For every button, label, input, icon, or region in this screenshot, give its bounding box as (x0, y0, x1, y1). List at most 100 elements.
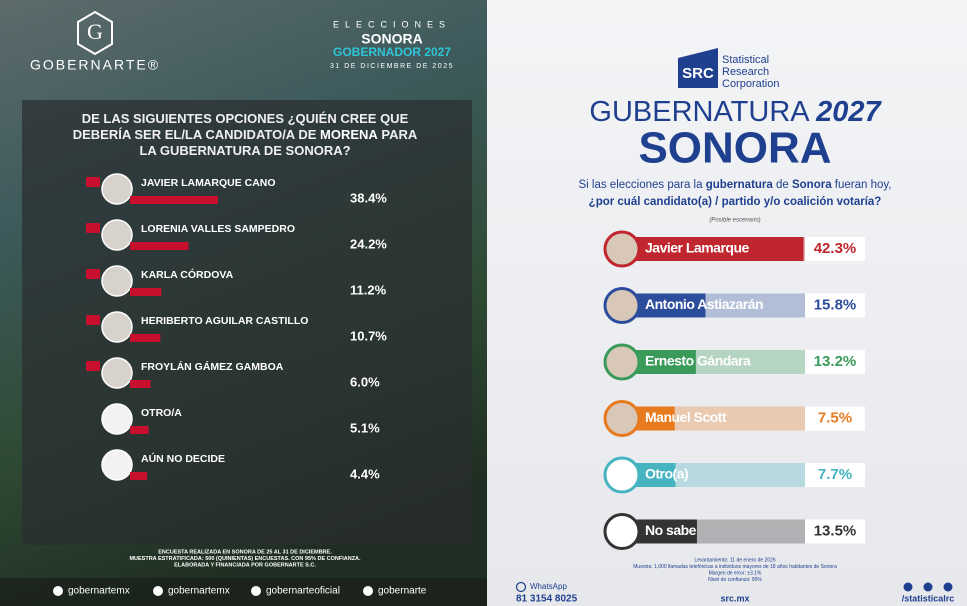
value-box (805, 519, 865, 544)
social-icon (923, 582, 933, 592)
footnote: Margen de error: ±3.1% (709, 570, 762, 576)
party-badge (86, 269, 100, 279)
brand-name: Research (722, 66, 769, 78)
question-part: de (773, 179, 792, 191)
question-part: gubernatura (706, 179, 774, 191)
bar (622, 237, 804, 261)
question: ¿por cuál candidato(a) / partido y/o coa… (589, 196, 882, 208)
bar (130, 196, 218, 204)
footnote: Nivel de confianza: 95% (708, 577, 762, 583)
election: GOBERNADOR 2027 (333, 45, 451, 59)
category-label: HERIBERTO AGUILAR CASTILLO (141, 315, 308, 327)
candidate-photo (101, 357, 133, 389)
chart-title: DE LAS SIGUIENTES OPCIONES ¿QUIÉN CREE Q… (82, 111, 409, 126)
footnote: ELABORADA Y FINANCIADA POR GOBERNARTE S.… (174, 562, 316, 568)
category-label: Ernesto Gándara (645, 353, 751, 369)
value-label: 5.1% (350, 420, 380, 435)
value-box (805, 350, 865, 374)
candidate-photo (101, 403, 133, 435)
chart-title: LA GUBERNATURA DE SONORA? (139, 143, 350, 158)
candidate-photo (101, 311, 133, 343)
brand-name: Statistical (722, 54, 769, 66)
social-icon (363, 586, 373, 596)
bar (130, 334, 161, 342)
social-icon (53, 586, 63, 596)
title-part: DE LAS SIGUIENTES OPCIONES ¿QUIÉN CREE Q… (82, 111, 409, 126)
question: Si las elecciones para la gubernatura de… (578, 179, 891, 191)
brand-initial: G (87, 19, 103, 44)
category-label: FROYLÁN GÁMEZ GAMBOA (141, 360, 284, 373)
bar (130, 472, 148, 480)
brand-name: Corporation (722, 78, 779, 90)
title-part: GUBERNATURA (589, 96, 816, 128)
question-part: Sonora (792, 179, 832, 191)
value-label: 7.5% (818, 409, 852, 426)
party-badge (86, 177, 100, 187)
bar (130, 242, 189, 250)
value-label: 38.4% (350, 190, 387, 205)
value-box (805, 463, 865, 487)
contact: WhatsApp (530, 582, 567, 591)
footnote: MUESTRA ESTRATIFICADA: 500 (QUINIENTAS) … (129, 556, 361, 562)
candidate-photo (603, 343, 641, 381)
title-part: LA GUBERNATURA DE SONORA? (139, 143, 350, 158)
social-handle: /statisticalrc (902, 593, 955, 603)
bar (130, 380, 151, 388)
whatsapp-icon (515, 581, 527, 593)
title-part: PARA (378, 127, 418, 142)
candidate-photo (603, 287, 641, 324)
footnote: Muestra: 1,000 llamadas telefónicas a in… (633, 564, 837, 570)
bar (130, 426, 149, 434)
contact: 81 3154 8025 (516, 594, 578, 605)
candidate-photo (603, 456, 641, 494)
title-part: DEBERÍA SER EL/LA CANDIDATO/A DE (73, 127, 320, 142)
footnote: Levantamiento: 11 de enero de 2026 (694, 557, 776, 563)
value-box (805, 406, 865, 431)
category-label: AÚN NO DECIDE (141, 452, 225, 465)
category-label: KARLA CÓRDOVA (141, 268, 234, 281)
party-badge (86, 361, 100, 371)
title-part: 2027 (815, 96, 882, 128)
brand-mark (77, 10, 113, 56)
value-box (805, 293, 865, 318)
category-label: Javier Lamarque (645, 240, 749, 256)
value-label: 10.7% (350, 328, 387, 343)
candidate-photo (603, 230, 641, 268)
social-icon (903, 582, 913, 592)
party-badge (86, 223, 100, 233)
category-label: No sabe (645, 522, 697, 538)
category-label: Otro(a) (645, 466, 688, 482)
social-handle: gobernartemx (168, 586, 230, 597)
website: src.mx (720, 593, 749, 603)
value-label: 24.2% (350, 236, 387, 251)
candidate-photo (101, 219, 133, 251)
logo-text: SRC (682, 65, 714, 82)
value-label: 11.2% (350, 282, 387, 297)
footnote: ENCUESTA REALIZADA EN SONORA DE 25 AL 31… (158, 549, 332, 555)
category-label: Antonio Astiazarán (645, 296, 763, 312)
category-label: LORENIA VALLES SAMPEDRO (141, 223, 295, 235)
category-label: Manuel Scott (645, 409, 727, 425)
social-handle: gobernartemx (68, 586, 130, 597)
category-label: JAVIER LAMARQUE CANO (141, 177, 276, 189)
social-icon (251, 586, 261, 596)
candidate-photo (603, 513, 641, 550)
note: (Posible escenario) (709, 218, 760, 224)
bar (130, 288, 162, 296)
value-label: 42.3% (814, 240, 857, 257)
value-label: 6.0% (350, 374, 380, 389)
value-label: 13.2% (814, 353, 857, 370)
candidate-photo (603, 400, 641, 437)
date: 31 DE DICIEMBRE DE 2025 (330, 63, 454, 70)
title-part: MORENA (320, 127, 378, 142)
chart-title: GUBERNATURA 2027 (589, 96, 882, 128)
value-label: 13.5% (814, 522, 857, 539)
value-label: 15.8% (814, 296, 857, 313)
kicker: ELECCIONES (333, 19, 451, 29)
candidate-photo (101, 265, 133, 297)
candidate-photo (101, 173, 133, 205)
brand-name: GOBERNARTE® (30, 57, 160, 73)
value-box (805, 237, 865, 261)
social-handle: gobernarteoficial (266, 586, 340, 597)
